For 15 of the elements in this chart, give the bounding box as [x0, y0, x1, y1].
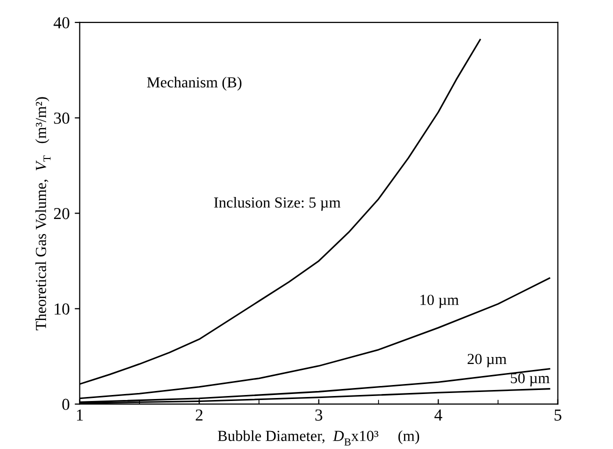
y-tick-label: 40: [54, 17, 70, 28]
series-label: Inclusion Size: 5 µm: [214, 196, 341, 211]
annotation: Mechanism (B): [147, 76, 242, 91]
series-label: 20 µm: [468, 354, 507, 368]
y-tick-label: 10: [54, 303, 70, 315]
y-tick-label: 20: [54, 208, 70, 220]
y-axis-title: Theoretical Gas Volume, VT (m³/m²): [35, 97, 51, 330]
x-tick-label: 1: [76, 410, 83, 421]
x-tick-label: 5: [554, 410, 562, 421]
x-tick-label: 2: [196, 409, 202, 421]
x-tick-label: 3: [315, 409, 322, 421]
y-tick-label: 30: [54, 112, 70, 124]
y-tick-label: 0: [62, 398, 70, 410]
series-label: 10 µm: [420, 294, 459, 308]
x-tick-label: 4: [434, 410, 442, 421]
